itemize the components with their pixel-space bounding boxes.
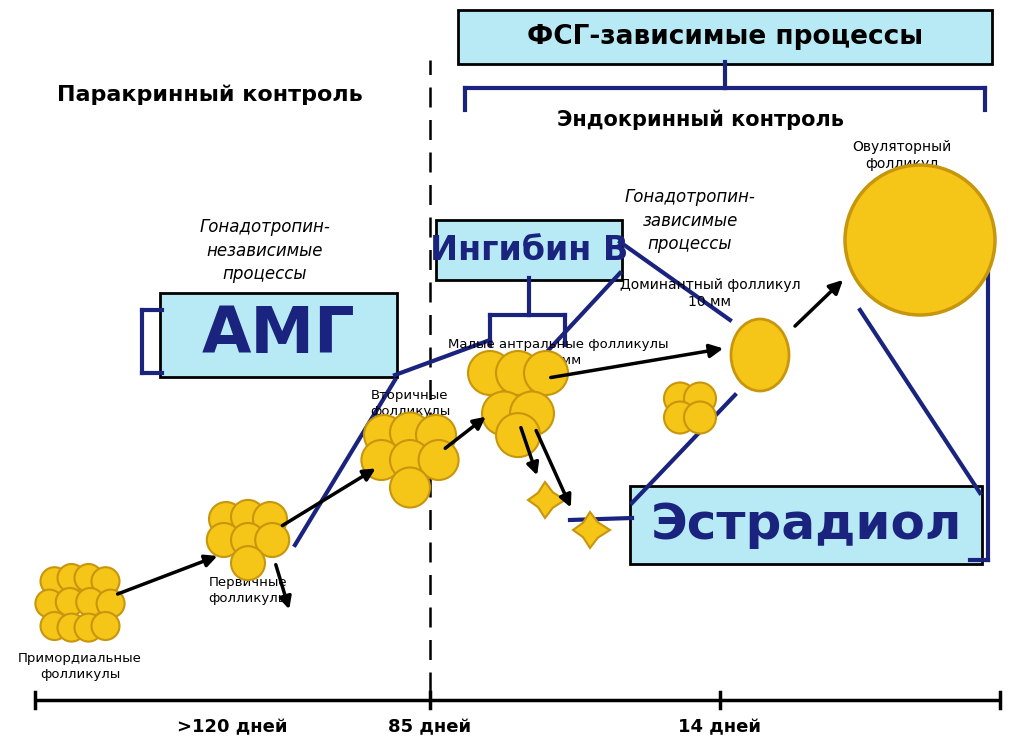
Text: Паракринный контроль: Паракринный контроль xyxy=(57,85,362,105)
Circle shape xyxy=(91,612,120,640)
Circle shape xyxy=(57,613,85,642)
Circle shape xyxy=(75,613,102,642)
Text: 14 дней: 14 дней xyxy=(679,718,762,736)
Polygon shape xyxy=(528,482,565,518)
Circle shape xyxy=(57,564,85,592)
Circle shape xyxy=(390,412,430,453)
Circle shape xyxy=(664,382,696,414)
Circle shape xyxy=(231,523,265,557)
Circle shape xyxy=(91,567,120,595)
Circle shape xyxy=(419,440,459,480)
Text: ФСГ-зависимые процессы: ФСГ-зависимые процессы xyxy=(527,24,923,50)
Text: Эстрадиол: Эстрадиол xyxy=(650,501,962,549)
FancyBboxPatch shape xyxy=(458,10,992,64)
Circle shape xyxy=(36,589,63,618)
Circle shape xyxy=(55,588,84,616)
Circle shape xyxy=(524,351,568,395)
Text: Малые антральные фолликулы
2-5 мм: Малые антральные фолликулы 2-5 мм xyxy=(447,338,669,367)
Text: Эндокринный контроль: Эндокринный контроль xyxy=(557,110,844,130)
Circle shape xyxy=(207,523,241,557)
Circle shape xyxy=(96,589,125,618)
Circle shape xyxy=(390,468,430,507)
Text: АМГ: АМГ xyxy=(202,304,355,366)
Text: Овуляторный
фолликул
20 мм: Овуляторный фолликул 20 мм xyxy=(852,140,951,188)
Circle shape xyxy=(231,500,265,534)
FancyBboxPatch shape xyxy=(436,220,622,280)
Circle shape xyxy=(684,402,716,434)
Circle shape xyxy=(416,415,456,455)
Polygon shape xyxy=(573,512,610,548)
FancyBboxPatch shape xyxy=(160,293,397,377)
Circle shape xyxy=(496,413,540,457)
Circle shape xyxy=(390,440,430,480)
Text: Вторичные
фолликулы: Вторичные фолликулы xyxy=(370,389,451,418)
Circle shape xyxy=(231,546,265,580)
Text: >120 дней: >120 дней xyxy=(177,718,288,736)
Text: Примордиальные
фолликулы: Примордиальные фолликулы xyxy=(18,652,142,681)
Circle shape xyxy=(684,382,716,414)
Circle shape xyxy=(845,165,995,315)
Circle shape xyxy=(664,402,696,434)
Text: Первичные
фолликулы: Первичные фолликулы xyxy=(208,576,288,605)
Text: Ингибин В: Ингибин В xyxy=(430,233,628,266)
Text: Гонадотропин-
зависимые
процессы: Гонадотропин- зависимые процессы xyxy=(625,188,756,254)
Text: 85 дней: 85 дней xyxy=(388,718,472,736)
Circle shape xyxy=(255,523,289,557)
FancyBboxPatch shape xyxy=(630,486,982,564)
Circle shape xyxy=(76,588,104,616)
Circle shape xyxy=(253,502,287,536)
Circle shape xyxy=(209,502,243,536)
Circle shape xyxy=(482,391,526,435)
Text: Гонадотропин-
независимые
процессы: Гонадотропин- независимые процессы xyxy=(200,218,331,283)
Circle shape xyxy=(75,564,102,592)
Circle shape xyxy=(468,351,512,395)
Circle shape xyxy=(361,440,401,480)
Circle shape xyxy=(41,612,69,640)
Text: Доминантный фолликул
10 мм: Доминантный фолликул 10 мм xyxy=(620,278,801,310)
Circle shape xyxy=(510,391,554,435)
Circle shape xyxy=(41,567,69,595)
Circle shape xyxy=(496,351,540,395)
Circle shape xyxy=(364,415,404,455)
Ellipse shape xyxy=(731,319,790,391)
